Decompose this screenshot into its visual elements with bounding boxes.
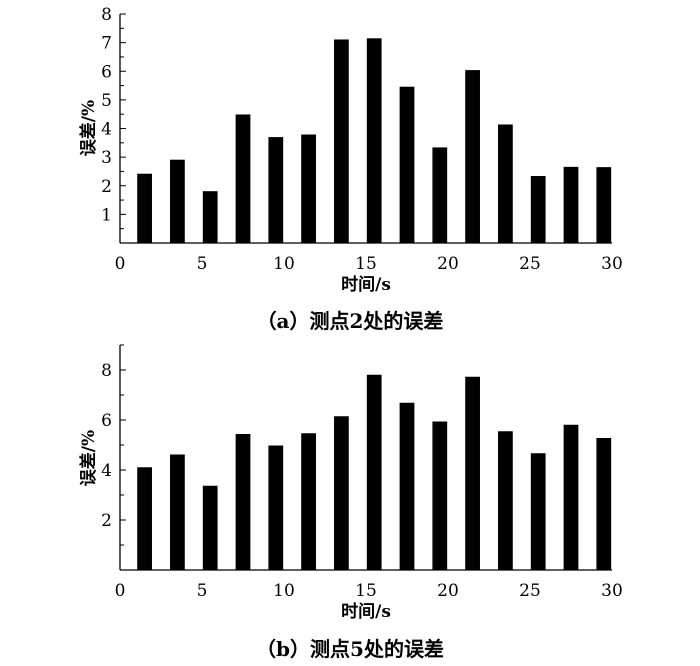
y-tick-label: 5 bbox=[101, 91, 112, 111]
bar bbox=[399, 402, 415, 570]
bar bbox=[301, 433, 316, 570]
bar bbox=[334, 39, 349, 243]
y-tick-label: 2 bbox=[101, 511, 112, 531]
x-tick-label: 15 bbox=[355, 581, 377, 601]
x-tick-label: 25 bbox=[519, 254, 541, 274]
bar bbox=[202, 485, 218, 570]
bar bbox=[498, 431, 513, 570]
bar bbox=[399, 86, 415, 244]
x-tick-label: 0 bbox=[115, 254, 126, 274]
x-tick-label: 30 bbox=[601, 254, 623, 274]
bar bbox=[301, 134, 316, 243]
x-tick-label: 30 bbox=[601, 581, 623, 601]
bar bbox=[170, 454, 185, 570]
bar bbox=[137, 467, 152, 570]
chart-b: 误差/% 时间/s （b）测点5处的误差 2 4 6 8 0 5 10 15 20 25 30 bbox=[78, 344, 623, 661]
x-tick-label: 10 bbox=[273, 581, 295, 601]
y-tick-label: 6 bbox=[101, 411, 112, 431]
y-tick-label: 4 bbox=[101, 120, 112, 140]
bar bbox=[432, 147, 448, 243]
y-tick-label: 4 bbox=[101, 461, 112, 481]
y-tick-label: 3 bbox=[101, 148, 112, 168]
y-axis-label: 误差/% bbox=[78, 430, 99, 486]
x-tick-label: 0 bbox=[115, 581, 126, 601]
bar bbox=[334, 416, 349, 570]
y-tick-label: 1 bbox=[101, 205, 112, 225]
x-tick-label: 5 bbox=[197, 581, 208, 601]
y-tick-label: 8 bbox=[101, 361, 112, 381]
bar bbox=[596, 438, 612, 570]
bar bbox=[366, 374, 382, 570]
chart-caption: （a）测点2处的误差 bbox=[257, 309, 444, 333]
y-tick-label: 6 bbox=[101, 62, 112, 82]
chart-a: 误差/% 时间/s （a）测点2处的误差 1 2 3 4 5 6 7 8 0 5 10 15 20 25 3… bbox=[78, 5, 623, 333]
y-tick-label: 2 bbox=[101, 177, 112, 197]
chart-caption: （b）测点5处的误差 bbox=[256, 637, 444, 661]
y-tick-label: 7 bbox=[101, 34, 112, 54]
bar bbox=[596, 167, 612, 243]
x-tick-label: 20 bbox=[437, 254, 459, 274]
bar bbox=[235, 434, 251, 570]
y-tick-label: 8 bbox=[101, 5, 112, 25]
bar bbox=[563, 166, 579, 243]
bar bbox=[268, 445, 284, 570]
x-tick-label: 25 bbox=[519, 581, 541, 601]
x-tick-label: 20 bbox=[437, 581, 459, 601]
x-tick-label: 15 bbox=[355, 254, 377, 274]
bar bbox=[366, 38, 382, 243]
x-tick-label: 10 bbox=[273, 254, 295, 274]
bar bbox=[170, 159, 185, 243]
bar bbox=[432, 421, 448, 570]
x-axis-label: 时间/s bbox=[341, 274, 391, 295]
x-tick-label: 5 bbox=[197, 254, 208, 274]
bar bbox=[530, 176, 546, 243]
bar bbox=[235, 114, 251, 243]
bar bbox=[498, 124, 513, 243]
bar bbox=[563, 424, 579, 570]
bar bbox=[530, 453, 546, 570]
bar bbox=[268, 137, 284, 243]
bar bbox=[465, 70, 480, 243]
bar bbox=[202, 191, 218, 243]
y-axis-label: 误差/% bbox=[78, 100, 99, 156]
bar bbox=[465, 376, 480, 570]
x-axis-label: 时间/s bbox=[341, 601, 391, 622]
bar bbox=[137, 173, 152, 243]
